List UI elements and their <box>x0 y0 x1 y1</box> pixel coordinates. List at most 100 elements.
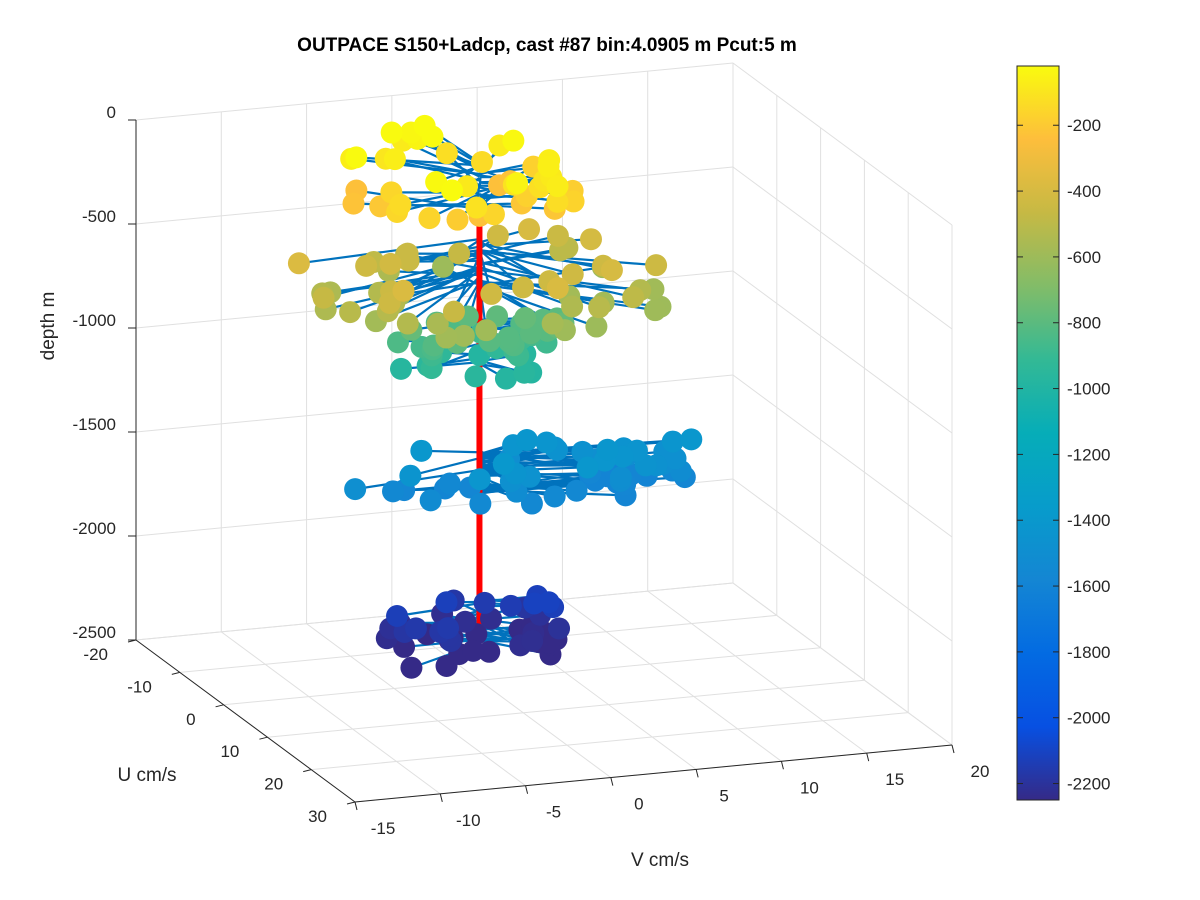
velocity-stem <box>410 457 480 477</box>
velocity-point <box>497 326 520 349</box>
x-tick-mark <box>439 793 443 802</box>
x-tick-mark <box>951 744 955 754</box>
velocity-point <box>418 207 441 230</box>
velocity-stem <box>479 248 604 267</box>
z-tick-label: -500 <box>82 207 116 226</box>
grid-line <box>306 623 526 787</box>
velocity-point <box>499 594 522 617</box>
z-tick-label: -2500 <box>73 623 116 642</box>
velocity-point <box>513 361 536 384</box>
x-tick-label: -15 <box>371 819 396 838</box>
x-tick-label: 15 <box>885 770 904 789</box>
velocity-point <box>588 296 611 319</box>
x-tick-mark <box>780 761 784 770</box>
velocity-point <box>380 121 403 144</box>
velocity-point <box>446 208 469 231</box>
velocity-point <box>312 286 335 309</box>
velocity-point <box>342 192 365 215</box>
y-tick-mark <box>303 769 312 773</box>
grid-line <box>220 631 441 795</box>
velocity-point <box>442 300 465 323</box>
velocity-point <box>600 259 623 282</box>
velocity-point <box>661 430 684 453</box>
x-tick-label: 20 <box>971 762 990 781</box>
velocity-stem <box>394 158 480 176</box>
z-axis-label: depth m <box>38 292 59 361</box>
colorbar-tick-label: -1800 <box>1067 643 1110 662</box>
velocity-point <box>543 485 566 508</box>
velocity-stem <box>479 234 559 255</box>
colorbar-tick-label: -2200 <box>1067 775 1110 794</box>
velocity-point <box>622 286 645 309</box>
x-tick-mark <box>610 777 614 786</box>
y-tick-mark <box>259 736 268 740</box>
velocity-point <box>437 617 460 640</box>
velocity-point <box>486 224 509 247</box>
velocity-point <box>400 656 423 679</box>
x-axis-line <box>354 744 953 803</box>
velocity-point <box>494 367 517 390</box>
x-tick-label: -10 <box>456 811 481 830</box>
grid-line <box>135 166 734 225</box>
velocity-point <box>382 480 405 503</box>
z-tick-label: -1500 <box>73 415 116 434</box>
velocity-point <box>452 324 475 347</box>
velocity-point <box>462 639 485 662</box>
velocity-point <box>482 203 505 226</box>
velocity-stem <box>479 248 574 276</box>
velocity-point <box>441 179 464 202</box>
velocity-stem <box>479 249 550 283</box>
velocity-point <box>478 640 501 663</box>
velocity-point <box>514 307 537 330</box>
y-tick-label: 0 <box>186 710 195 729</box>
colorbar-tick-label: -200 <box>1067 116 1101 135</box>
x-tick-mark <box>354 801 358 811</box>
velocity-point <box>468 468 491 491</box>
velocity-point <box>546 277 569 300</box>
velocity-point <box>521 629 544 652</box>
grid-line <box>732 62 953 226</box>
grid-line <box>223 647 821 706</box>
velocity-point <box>644 299 667 322</box>
z-tick-label: -1000 <box>73 311 116 330</box>
x-tick-mark <box>866 753 870 762</box>
velocity-point <box>562 190 585 213</box>
y-tick-label: 30 <box>308 807 327 826</box>
velocity-point <box>535 431 558 454</box>
velocity-point <box>355 254 378 277</box>
velocity-point <box>561 263 584 286</box>
velocity-point <box>383 148 406 171</box>
velocity-point <box>410 439 433 462</box>
velocity-point <box>389 193 412 216</box>
velocity-point <box>386 605 409 628</box>
x-tick-mark <box>525 785 529 794</box>
velocity-point <box>565 479 588 502</box>
colorbar-tick-label: -1200 <box>1067 445 1110 464</box>
colorbar-tick-label: -800 <box>1067 314 1101 333</box>
y-tick-label: 20 <box>264 775 283 794</box>
grid-line <box>732 270 953 434</box>
velocity-point <box>546 190 569 213</box>
grid-line <box>647 590 868 754</box>
colorbar-tick-label: -600 <box>1067 248 1101 267</box>
y-axis-line <box>135 639 356 803</box>
velocity-point <box>390 357 413 380</box>
x-tick-mark <box>695 769 699 778</box>
grid-line <box>732 582 953 746</box>
grid-line <box>732 478 953 642</box>
grid-line <box>135 62 734 121</box>
velocity-point <box>287 252 310 275</box>
velocity-point <box>475 319 498 342</box>
velocity-point <box>546 224 569 247</box>
z-tick-label: 0 <box>107 103 116 122</box>
grid-line <box>267 679 865 738</box>
velocity-point <box>345 146 368 169</box>
colorbar-tick-label: -1000 <box>1067 380 1110 399</box>
velocity-point <box>454 610 477 633</box>
velocity-point <box>576 456 599 479</box>
y-axis-label: U cm/s <box>117 765 176 786</box>
velocity-point <box>596 438 619 461</box>
grid-line <box>732 374 953 538</box>
velocity-point <box>438 472 461 495</box>
velocity-point <box>464 365 487 388</box>
